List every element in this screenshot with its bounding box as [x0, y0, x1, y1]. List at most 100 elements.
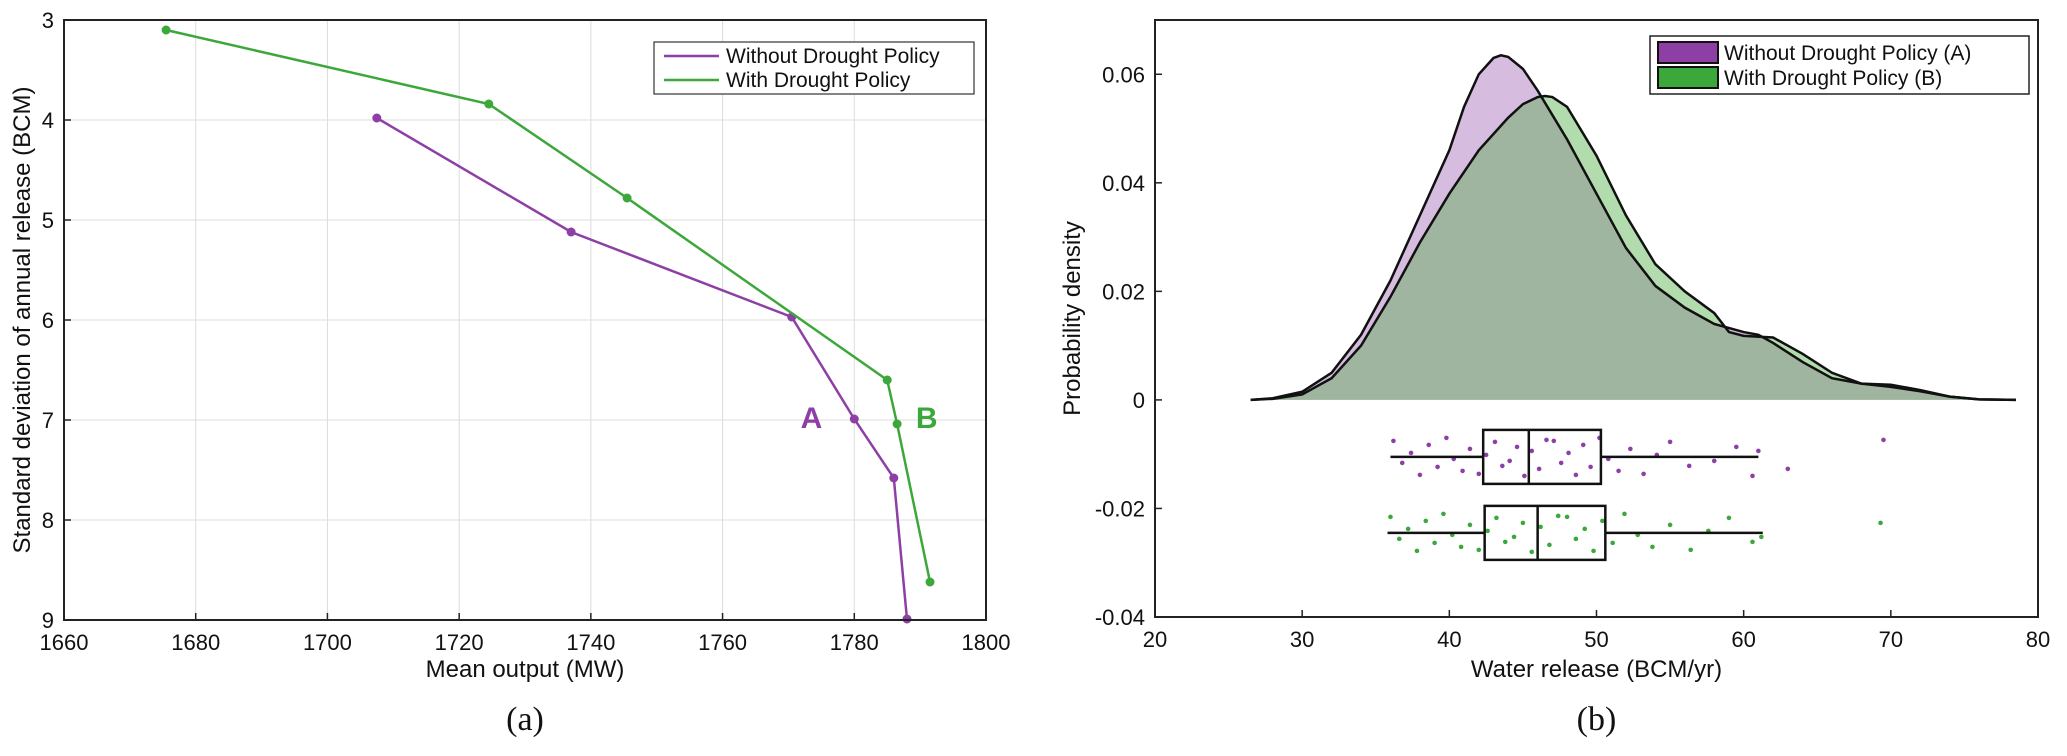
jitter-point [1600, 518, 1605, 524]
panel-a-y-ticks: 3 4 5 6 7 8 9 [42, 8, 71, 633]
y-tick-label: 0.04 [1102, 171, 1145, 196]
jitter-point [1566, 450, 1571, 456]
jitter-point [1641, 471, 1646, 477]
jitter-point [1734, 444, 1739, 450]
data-point [622, 193, 632, 203]
panel-a-series [161, 25, 935, 624]
y-tick-label: -0.02 [1095, 496, 1145, 521]
y-tick-label: 5 [42, 208, 54, 233]
jitter-point [1555, 513, 1561, 519]
jitter-point [1514, 444, 1520, 450]
jitter-point [1502, 539, 1508, 545]
data-point [925, 577, 935, 587]
data-point [372, 113, 382, 123]
jitter-point [1396, 536, 1402, 542]
x-tick-label: 1780 [830, 630, 879, 655]
x-tick-label: 1720 [435, 630, 484, 655]
x-tick-label: 20 [1143, 627, 1167, 652]
data-point [484, 99, 494, 109]
jitter-point [1588, 464, 1593, 470]
data-point [889, 473, 899, 483]
jitter-point [1391, 438, 1396, 444]
jitter-point [1547, 542, 1552, 548]
y-tick-label: 0 [1133, 388, 1145, 413]
box-iqr [1481, 428, 1603, 486]
density-outline [1250, 94, 2016, 402]
panel-b-y-ticks: -0.04 -0.02 0 0.02 0.04 0.06 [1095, 62, 1162, 630]
data-point [849, 414, 859, 424]
panel-b-x-ticks: 20 30 40 50 60 70 80 [1143, 610, 2050, 652]
x-tick-label: 80 [2026, 627, 2050, 652]
panel-b-boxplots [1387, 428, 1886, 562]
x-tick-label: 40 [1437, 627, 1461, 652]
jitter-point [1432, 540, 1437, 546]
jitter-point [1750, 473, 1755, 479]
y-tick-label: 6 [42, 308, 54, 333]
jitter-point [1564, 514, 1570, 520]
jitter-point [1726, 515, 1732, 521]
jitter-point [1616, 468, 1621, 474]
jitter-point [1610, 540, 1615, 546]
data-point [892, 419, 902, 429]
series-line-without-drought-policy [376, 116, 909, 620]
jitter-point [1467, 522, 1473, 528]
legend-entry: With Drought Policy [726, 69, 911, 92]
jitter-point [1522, 473, 1527, 479]
y-tick-label: 8 [42, 508, 54, 533]
jitter-point [1511, 534, 1517, 540]
legend-swatch [1657, 41, 1719, 64]
jitter-point [1507, 458, 1512, 464]
y-tick-label: 4 [42, 108, 54, 133]
jitter-point [1494, 515, 1499, 521]
jitter-point [1688, 547, 1693, 553]
jitter-point [1667, 439, 1673, 445]
legend-entry: Without Drought Policy [726, 45, 940, 68]
jitter-point [1711, 458, 1717, 464]
jitter-point [1756, 448, 1761, 454]
panel-b-caption: (b) [1577, 701, 1617, 738]
jitter-point [1785, 466, 1791, 472]
x-tick-label: 70 [1879, 627, 1903, 652]
panel-a-x-ticks: 1660 1680 1700 1720 1740 1760 1780 1800 [40, 613, 1011, 655]
jitter-point [1423, 518, 1429, 524]
jitter-point [1405, 526, 1411, 532]
x-tick-label: 1700 [303, 630, 352, 655]
legend-entry: Without Drought Policy (A) [1724, 42, 1971, 65]
jitter-point [1573, 536, 1579, 542]
panel-b-x-axis-label: Water release (BCM/yr) [1471, 656, 1722, 683]
y-tick-label: 9 [42, 608, 54, 633]
jitter-point [1878, 520, 1883, 526]
jitter-point [1573, 472, 1579, 478]
x-tick-label: 30 [1290, 627, 1314, 652]
x-tick-label: 1680 [171, 630, 220, 655]
x-tick-label: 1740 [566, 630, 615, 655]
jitter-point [1667, 522, 1673, 528]
jitter-point [1529, 448, 1535, 454]
jitter-point [1582, 526, 1588, 532]
jitter-point [1483, 452, 1489, 458]
jitter-point [1435, 464, 1440, 470]
jitter-point [1476, 547, 1482, 553]
jitter-point [1399, 460, 1405, 466]
jitter-point [1750, 539, 1755, 545]
legend-box [653, 41, 975, 95]
panel-b-y-axis-label: Probability density [1059, 221, 1086, 416]
jitter-point [1536, 466, 1542, 472]
x-tick-label: 50 [1584, 627, 1608, 652]
y-tick-label: 0.02 [1102, 279, 1145, 304]
series-line-with-drought-policy [165, 28, 932, 583]
jitter-point [1444, 435, 1449, 441]
x-tick-label: 1800 [962, 630, 1011, 655]
jitter-point [1485, 528, 1490, 534]
jitter-point [1628, 446, 1633, 452]
jitter-point [1414, 548, 1420, 554]
annotation-label: B [916, 402, 938, 435]
jitter-point [1476, 471, 1482, 477]
panel-b-legend: Without Drought Policy (A)With Drought P… [1649, 35, 2030, 95]
legend-entry: With Drought Policy (B) [1724, 67, 1942, 90]
y-tick-label: 7 [42, 408, 54, 433]
panel-b-density-areas [1250, 53, 2016, 402]
